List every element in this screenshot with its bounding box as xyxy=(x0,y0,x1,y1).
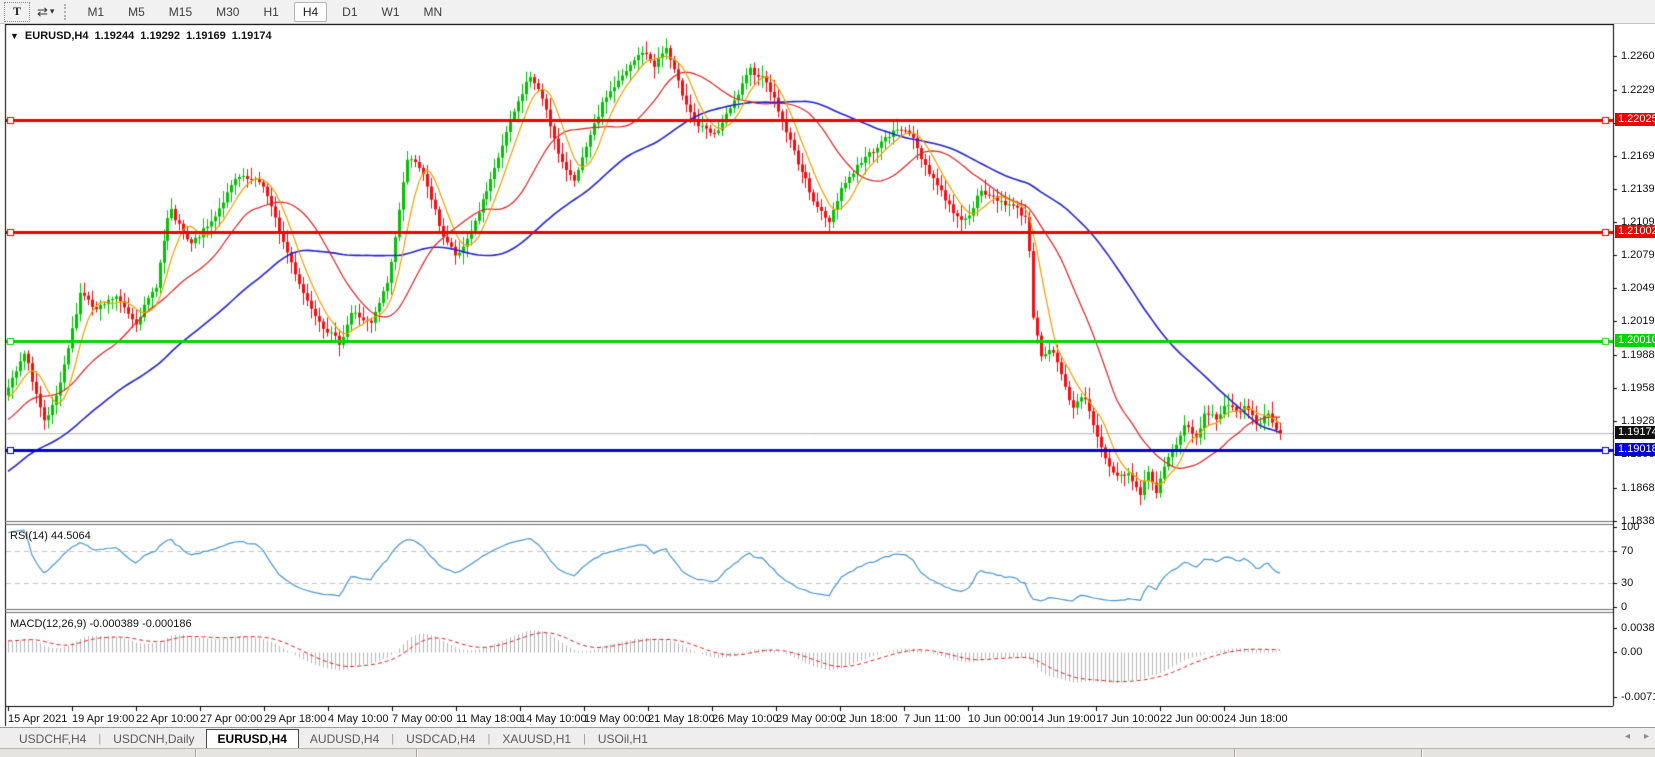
hline-price-tag: 1.22025 xyxy=(1615,112,1655,126)
status-segment xyxy=(417,749,1235,757)
hline-price-tag: 1.19018 xyxy=(1615,443,1655,457)
price-tick-label: 1.18380 xyxy=(1621,514,1655,527)
macd-tick-label: -0.007195 xyxy=(1621,690,1655,703)
time-tick-label: 7 May 00:00 xyxy=(392,713,453,725)
time-tick-label: 10 Jun 00:00 xyxy=(968,713,1032,725)
price-tick-label: 1.20790 xyxy=(1621,249,1655,262)
time-tick-label: 2 Jun 18:00 xyxy=(840,713,898,725)
time-tick-label: 4 May 10:00 xyxy=(328,713,389,725)
status-segment xyxy=(0,749,196,757)
timeframe-button-w1[interactable]: W1 xyxy=(381,4,400,19)
tab-scroll-right-icon[interactable]: ▸ xyxy=(1643,731,1649,742)
chart-window: ▼ EURUSD,H4 1.19244 1.19292 1.19169 1.19… xyxy=(0,24,1655,727)
price-tick-label: 1.21395 xyxy=(1621,182,1655,195)
price-tick-label: 1.20490 xyxy=(1621,282,1655,295)
time-tick-label: 22 Jun 00:00 xyxy=(1160,713,1224,725)
timeframe-button-m5[interactable]: M5 xyxy=(128,4,145,19)
chart-title: ▼ EURUSD,H4 1.19244 1.19292 1.19169 1.19… xyxy=(10,30,272,42)
tab-usdcad-h4[interactable]: USDCAD,H4 xyxy=(406,732,476,746)
time-tick-label: 11 May 18:00 xyxy=(456,713,522,725)
hline-price-tag: 1.21002 xyxy=(1615,225,1655,239)
rsi-tick-label: 30 xyxy=(1621,577,1634,589)
ohlc-open: 1.19244 xyxy=(94,30,135,42)
time-tick-label: 15 Apr 2021 xyxy=(8,713,68,725)
price-chart-canvas[interactable] xyxy=(0,24,1655,727)
timeframe-button-m30[interactable]: M30 xyxy=(216,4,240,19)
chart-menu-icon[interactable]: ▼ xyxy=(10,31,19,41)
timeframe-button-d1[interactable]: D1 xyxy=(342,4,358,19)
price-tick-label: 1.21695 xyxy=(1621,149,1655,162)
price-tick-label: 1.18680 xyxy=(1621,481,1655,494)
time-tick-label: 17 Jun 10:00 xyxy=(1096,713,1160,725)
time-tick-label: 14 Jun 19:00 xyxy=(1032,713,1096,725)
price-tick-label: 1.22295 xyxy=(1621,83,1655,96)
timeframe-button-m15[interactable]: M15 xyxy=(168,4,193,19)
time-tick-label: 29 May 00:00 xyxy=(776,713,843,725)
tab-separator: | xyxy=(487,733,491,745)
symbol-period-label: EURUSD,H4 xyxy=(24,30,89,42)
rsi-indicator-label: RSI(14) 44.5064 xyxy=(10,530,91,542)
time-tick-label: 26 May 10:00 xyxy=(712,713,779,725)
tab-xauusd-h1[interactable]: XAUUSD,H1 xyxy=(502,732,572,746)
tab-eurusd-h4[interactable]: EURUSD,H4 xyxy=(205,729,299,749)
rsi-tick-label: 100 xyxy=(1621,521,1640,533)
chart-tab-bar: USDCHF,H4 | USDCNH,Daily EURUSD,H4 AUDUSD,H4… xyxy=(0,727,1655,749)
time-tick-label: 19 Apr 19:00 xyxy=(72,713,135,725)
tab-separator: | xyxy=(98,733,102,745)
chart-tools-icon: ⇄ xyxy=(37,3,48,19)
time-tick-label: 7 Jun 11:00 xyxy=(904,713,961,725)
toolbar-grip[interactable] xyxy=(64,3,69,20)
status-bar xyxy=(0,748,1655,757)
macd-tick-label: 0.00 xyxy=(1621,646,1643,658)
tab-audusd-h4[interactable]: AUDUSD,H4 xyxy=(309,732,380,746)
status-segment xyxy=(196,749,417,757)
tab-usdcnh-daily[interactable]: USDCNH,Daily xyxy=(113,732,195,746)
ohlc-low: 1.19169 xyxy=(186,30,226,42)
macd-tick-label: 0.003873 xyxy=(1621,621,1655,634)
hline-price-tag: 1.20010 xyxy=(1615,334,1655,348)
time-tick-label: 19 May 00:00 xyxy=(584,713,651,725)
macd-indicator-label: MACD(12,26,9) -0.000389 -0.000186 xyxy=(10,618,192,630)
timeframe-button-m1[interactable]: M1 xyxy=(87,4,105,19)
ohlc-close: 1.19174 xyxy=(231,30,272,42)
status-segment xyxy=(1422,749,1655,757)
rsi-tick-label: 70 xyxy=(1621,545,1634,557)
time-tick-label: 27 Apr 00:00 xyxy=(200,713,263,725)
tab-scroll-left-icon[interactable]: ◂ xyxy=(1624,731,1630,742)
chart-tabs: USDCHF,H4 | USDCNH,Daily EURUSD,H4 AUDUSD,H4… xyxy=(8,729,659,749)
chevron-down-icon: ▾ xyxy=(49,6,54,16)
status-segment xyxy=(1235,749,1422,757)
time-tick-label: 29 Apr 18:00 xyxy=(264,713,327,725)
current-price-tag: 1.19174 xyxy=(1615,426,1655,440)
timeframe-button-mn[interactable]: MN xyxy=(423,4,443,19)
price-tick-label: 1.20190 xyxy=(1621,315,1655,328)
timeframe-toolbar: T ⇄ ▾ M1 M5 M15 M30 H1 H4 D1 W1 MN xyxy=(0,0,1655,24)
rsi-tick-label: 0 xyxy=(1621,601,1628,613)
timeframe-button-h4[interactable]: H4 xyxy=(293,1,328,22)
timeframe-buttons: M1 M5 M15 M30 H1 H4 D1 W1 MN xyxy=(75,1,454,22)
time-tick-label: 21 May 18:00 xyxy=(648,713,715,725)
chart-tools-button[interactable]: ⇄ ▾ xyxy=(34,3,56,21)
price-tick-label: 1.19585 xyxy=(1621,382,1655,394)
ohlc-high: 1.19292 xyxy=(140,30,181,42)
price-tick-label: 1.22600 xyxy=(1621,50,1655,63)
tab-usoil-h1[interactable]: USOil,H1 xyxy=(597,732,648,746)
time-tick-label: 14 May 10:00 xyxy=(520,713,587,725)
price-tick-label: 1.19285 xyxy=(1621,415,1655,427)
time-tick-label: 24 Jun 18:00 xyxy=(1224,713,1288,725)
text-tool-button[interactable]: T xyxy=(4,1,30,22)
tab-separator: | xyxy=(583,733,586,745)
tab-usdchf-h4[interactable]: USDCHF,H4 xyxy=(19,732,87,746)
time-tick-label: 22 Apr 10:00 xyxy=(136,713,199,725)
tab-separator: | xyxy=(391,733,395,745)
timeframe-button-h1[interactable]: H1 xyxy=(263,4,279,19)
price-tick-label: 1.19885 xyxy=(1621,349,1655,361)
